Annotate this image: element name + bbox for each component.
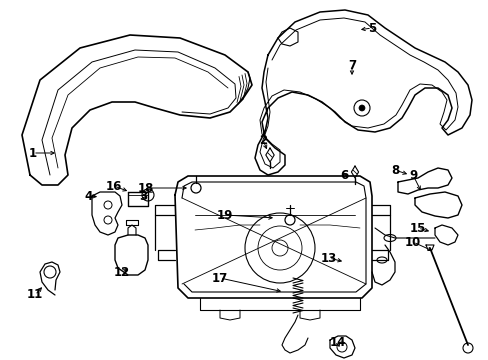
Text: 16: 16 <box>105 180 122 193</box>
Text: 19: 19 <box>216 208 233 221</box>
Text: 2: 2 <box>259 134 266 147</box>
Text: 14: 14 <box>329 336 346 348</box>
Text: 11: 11 <box>27 288 43 302</box>
Text: 1: 1 <box>29 147 37 159</box>
Text: 13: 13 <box>320 252 336 265</box>
Text: 6: 6 <box>339 168 347 181</box>
Text: 8: 8 <box>390 163 398 176</box>
Text: 10: 10 <box>404 235 420 248</box>
Text: 9: 9 <box>408 168 416 181</box>
Text: 15: 15 <box>409 221 426 234</box>
Text: 18: 18 <box>138 181 154 194</box>
Text: 4: 4 <box>85 189 93 202</box>
Circle shape <box>358 105 364 111</box>
Text: 7: 7 <box>347 59 355 72</box>
Text: 12: 12 <box>114 266 130 279</box>
Text: 3: 3 <box>139 189 147 202</box>
Text: 17: 17 <box>211 271 228 284</box>
Text: 5: 5 <box>367 22 375 35</box>
